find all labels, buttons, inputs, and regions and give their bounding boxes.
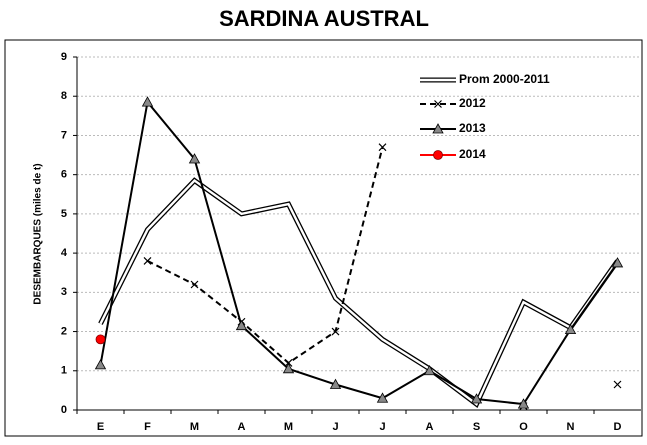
x-tick-label: S: [473, 421, 480, 433]
x-tick-label: N: [567, 421, 575, 433]
y-tick-label: 3: [61, 286, 67, 298]
marker: [190, 280, 199, 289]
y-tick-label: 8: [61, 90, 67, 102]
y-tick-label: 5: [61, 208, 67, 220]
y-tick-label: 1: [61, 365, 67, 377]
y-tick-label: 0: [61, 404, 67, 416]
y-tick-label: 6: [61, 169, 67, 181]
marker: [141, 96, 154, 107]
chart-title: SARDINA AUSTRAL: [219, 6, 429, 31]
y-axis-label: DESEMBARQUES (miles de t): [33, 163, 44, 304]
marker: [434, 100, 442, 108]
marker: [188, 153, 201, 164]
x-tick-label: M: [190, 421, 199, 433]
legend-label: 2014: [459, 147, 486, 161]
y-tick-label: 7: [61, 129, 67, 141]
series-line: [99, 99, 619, 406]
legend-label: 2013: [459, 121, 486, 135]
legend-label: Prom 2000-2011: [459, 72, 550, 86]
marker: [432, 123, 444, 134]
x-tick-label: F: [144, 421, 151, 433]
marker: [470, 393, 483, 404]
x-tick-label: J: [332, 421, 338, 433]
marker: [376, 392, 389, 403]
marker: [95, 334, 106, 345]
x-tick-label: O: [519, 421, 528, 433]
marker: [235, 319, 248, 331]
y-tick-label: 4: [61, 247, 68, 259]
marker: [282, 362, 295, 374]
marker: [517, 398, 530, 409]
marker: [611, 257, 624, 268]
x-tick-label: A: [426, 421, 434, 433]
chart-border: [4, 39, 643, 437]
x-tick-label: J: [379, 421, 385, 433]
marker: [423, 364, 436, 376]
x-tick-label: D: [614, 421, 622, 433]
y-tick-label: 2: [61, 325, 67, 337]
x-tick-label: A: [238, 421, 246, 433]
series-line: [147, 146, 384, 365]
marker: [329, 378, 342, 389]
legend-label: 2012: [459, 96, 486, 110]
marker: [613, 380, 622, 389]
marker: [284, 359, 293, 367]
marker: [331, 327, 340, 336]
y-tick-label: 9: [61, 51, 67, 63]
marker: [433, 150, 443, 160]
marker: [378, 143, 387, 152]
x-tick-label: M: [284, 421, 293, 433]
series-line-inner: [99, 178, 619, 406]
x-tick-label: E: [97, 421, 104, 433]
marker: [143, 257, 152, 265]
marker: [94, 359, 107, 370]
marker: [564, 323, 577, 334]
